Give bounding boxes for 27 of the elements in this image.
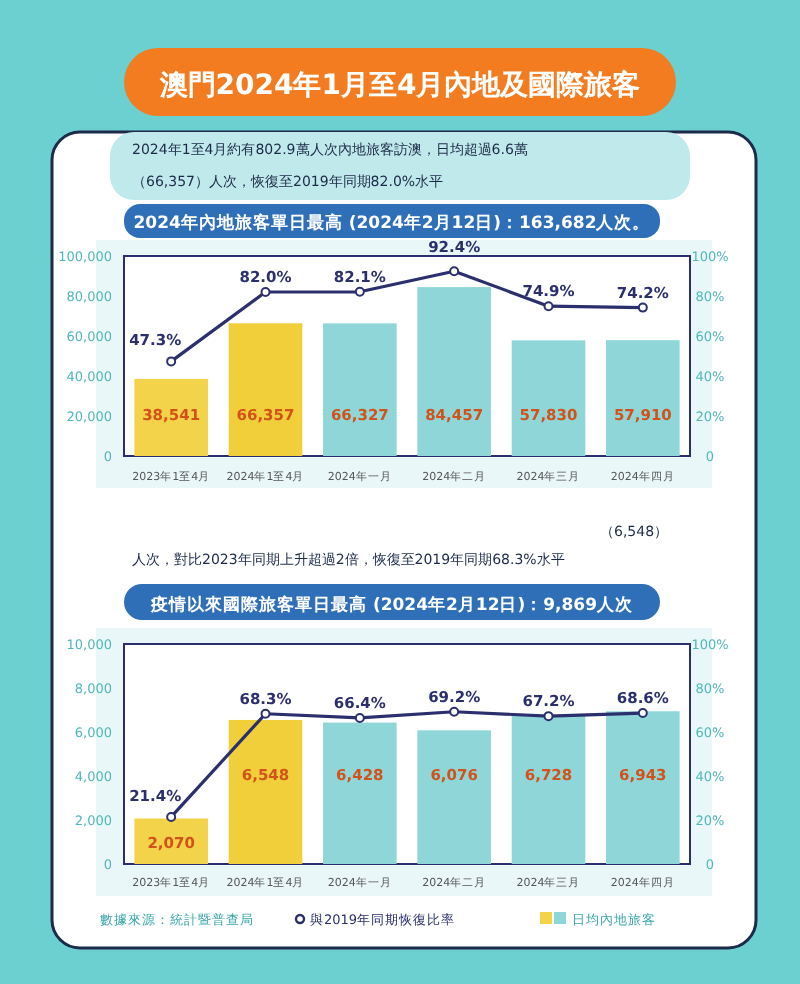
point (637, 708, 648, 719)
point (354, 712, 365, 723)
bar (134, 378, 208, 456)
bar (511, 715, 586, 864)
point (543, 301, 554, 312)
point (637, 302, 648, 313)
chart-title: 澳門2024年1月至4月內地及國際旅客 (157, 68, 641, 102)
bar (228, 719, 303, 864)
chart-title: 疫情以來國際旅客單日最高 (2024年2月12日)：9,869人次 (148, 594, 636, 616)
bar (511, 340, 586, 456)
chart-subtitle: 2024年內地旅客單日最高 (2024年2月12日)：163,682人次。 (133, 212, 651, 234)
bar (417, 730, 491, 864)
bar (323, 323, 397, 456)
point (166, 356, 177, 367)
point (543, 711, 554, 722)
point (260, 708, 271, 719)
point (449, 706, 460, 717)
point (449, 266, 460, 277)
bar (134, 818, 208, 864)
bar (606, 340, 680, 456)
point (260, 287, 271, 297)
bar (228, 323, 303, 456)
point (354, 286, 365, 297)
bar (606, 711, 680, 864)
bar (417, 287, 491, 456)
bar (323, 722, 397, 864)
point (166, 811, 177, 822)
